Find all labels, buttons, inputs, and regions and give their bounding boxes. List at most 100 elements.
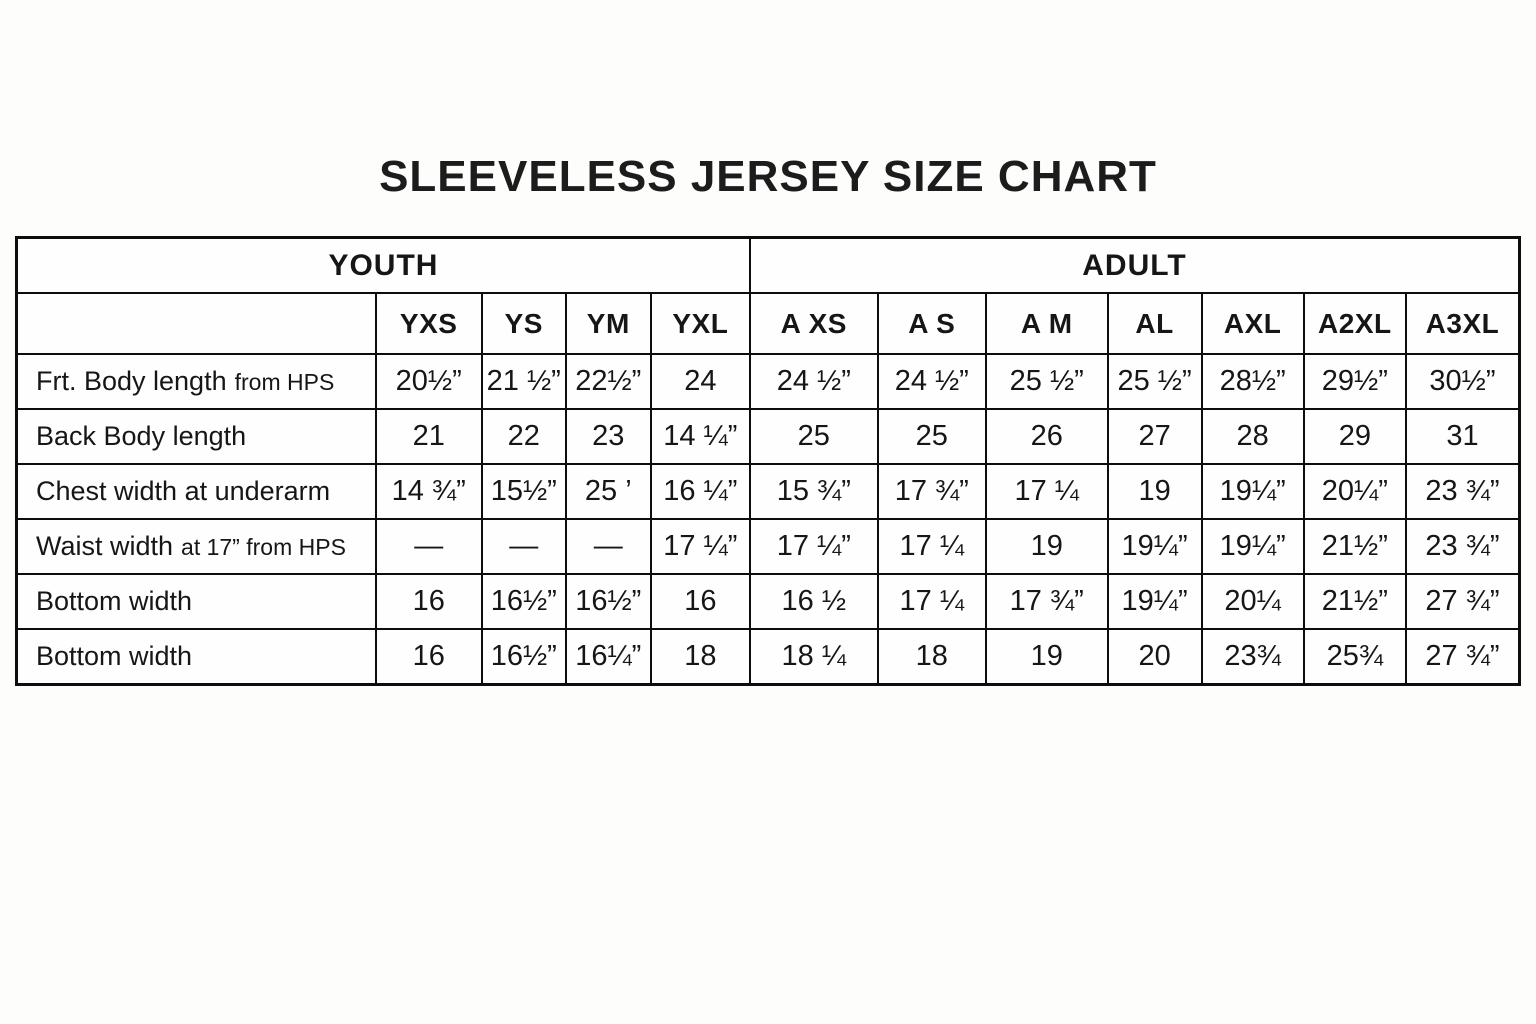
row-label-suffix: from HPS: [234, 369, 335, 395]
col-header-a3xl: A3XL: [1404, 292, 1521, 355]
table-row: Waist width at 17” from HPS — — —17 ¼” 17 ¼” 1…: [15, 518, 1521, 575]
table-row: Bottom width 16 16½” 16½” 16 16 ½ 17 ¼ 17 ¾” 19¼…: [15, 573, 1521, 630]
row-label: Bottom width: [15, 573, 377, 630]
size-value: —: [374, 518, 483, 575]
size-value: 18 ¼: [748, 628, 879, 686]
col-header-al: AL: [1106, 292, 1203, 355]
col-header-axl: AXL: [1200, 292, 1305, 355]
size-value: 19: [1106, 463, 1203, 520]
size-value: 17 ¼: [876, 518, 987, 575]
size-value: 16¼”: [564, 628, 652, 686]
size-value: 22: [480, 408, 567, 465]
size-value: 21: [374, 408, 483, 465]
size-value: 21½”: [1302, 573, 1407, 630]
size-value: 21½”: [1302, 518, 1407, 575]
size-value: 25¾: [1302, 628, 1407, 686]
size-value: 28: [1200, 408, 1305, 465]
col-header-axs: A XS: [748, 292, 879, 355]
col-header-am: A M: [984, 292, 1109, 355]
row-label-text: Frt. Body length: [36, 366, 227, 396]
size-value: 19¼”: [1200, 518, 1305, 575]
size-value: 20¼”: [1302, 463, 1407, 520]
size-value: 17 ¼”: [748, 518, 879, 575]
size-value: 27 ¾”: [1404, 573, 1521, 630]
size-value: 24: [649, 353, 751, 410]
size-value: 24 ½”: [876, 353, 987, 410]
size-value: 19¼”: [1106, 518, 1203, 575]
size-value: 23 ¾”: [1404, 463, 1521, 520]
row-label: Frt. Body length from HPS: [15, 353, 377, 410]
size-value: 17 ¼: [984, 463, 1109, 520]
corner-cell: [15, 292, 377, 355]
size-value: 21 ½”: [480, 353, 567, 410]
size-value: 14 ¼”: [649, 408, 751, 465]
size-value: 23: [564, 408, 652, 465]
row-label: Back Body length: [15, 408, 377, 465]
size-value: 18: [649, 628, 751, 686]
size-value: 19¼”: [1200, 463, 1305, 520]
size-value: —: [564, 518, 652, 575]
row-label-text: Chest width at underarm: [36, 476, 331, 506]
size-value: 31: [1404, 408, 1521, 465]
size-value: 24 ½”: [748, 353, 879, 410]
size-value: 27 ¾”: [1404, 628, 1521, 686]
size-chart-body: Frt. Body length from HPS 20½” 21 ½” 22½” 24 2…: [15, 353, 1521, 686]
col-header-yxl: YXL: [649, 292, 751, 355]
size-value: 16 ½: [748, 573, 879, 630]
size-value: 14 ¾”: [374, 463, 483, 520]
size-value: 19: [984, 518, 1109, 575]
col-header-ym: YM: [564, 292, 652, 355]
size-value: 15½”: [480, 463, 567, 520]
size-value: 18: [876, 628, 987, 686]
size-value: 25 ½”: [1106, 353, 1203, 410]
size-value: —: [480, 518, 567, 575]
row-label-text: Back Body length: [36, 421, 247, 451]
size-value: 19¼”: [1106, 573, 1203, 630]
size-value: 16: [374, 573, 483, 630]
size-value: 23 ¾”: [1404, 518, 1521, 575]
size-value: 17 ¼”: [649, 518, 751, 575]
col-header-ys: YS: [480, 292, 567, 355]
size-value: 22½”: [564, 353, 652, 410]
size-value: 25: [876, 408, 987, 465]
table-row: Chest width at underarm 14 ¾” 15½” 25 ’ 16 ¼…: [15, 463, 1521, 520]
size-value: 30½”: [1404, 353, 1521, 410]
table-row: Back Body length 21 22 23 14 ¼” 25 25 26 27 28 29 3…: [15, 408, 1521, 465]
size-value: 16½”: [564, 573, 652, 630]
size-value: 15 ¾”: [748, 463, 879, 520]
size-value: 17 ¼: [876, 573, 987, 630]
size-value: 25 ’: [564, 463, 652, 520]
size-value: 26: [984, 408, 1109, 465]
col-header-a2xl: A2XL: [1302, 292, 1407, 355]
size-value: 16: [374, 628, 483, 686]
size-value: 27: [1106, 408, 1203, 465]
row-label-text: Waist width: [36, 531, 174, 561]
row-label: Waist width at 17” from HPS: [15, 518, 377, 575]
table-row: Frt. Body length from HPS 20½” 21 ½” 22½” 24 2…: [15, 353, 1521, 410]
size-value: 17 ¾”: [876, 463, 987, 520]
row-label: Bottom width: [15, 628, 377, 686]
size-value: 28½”: [1200, 353, 1305, 410]
size-value: 16 ¼”: [649, 463, 751, 520]
size-value: 16½”: [480, 628, 567, 686]
row-label: Chest width at underarm: [15, 463, 377, 520]
group-header-row: YOUTH ADULT: [15, 236, 1521, 294]
col-header-as: A S: [876, 292, 987, 355]
size-value: 20: [1106, 628, 1203, 686]
page-title: SLEEVELESS JERSEY SIZE CHART: [379, 152, 1157, 201]
row-label-suffix: at 17” from HPS: [181, 534, 346, 560]
row-label-text: Bottom width: [36, 586, 193, 616]
size-value: 25: [748, 408, 879, 465]
table-row: Bottom width 16 16½” 16¼” 18 18 ¼ 18 19 20 23¾ 25¾…: [15, 628, 1521, 686]
col-header-yxs: YXS: [374, 292, 483, 355]
size-value: 23¾: [1200, 628, 1305, 686]
row-label-text: Bottom width: [36, 641, 193, 671]
size-value: 20¼: [1200, 573, 1305, 630]
size-value: 25 ½”: [984, 353, 1109, 410]
size-value: 29½”: [1302, 353, 1407, 410]
group-header-adult: ADULT: [748, 236, 1521, 294]
size-value: 16: [649, 573, 751, 630]
size-value: 29: [1302, 408, 1407, 465]
